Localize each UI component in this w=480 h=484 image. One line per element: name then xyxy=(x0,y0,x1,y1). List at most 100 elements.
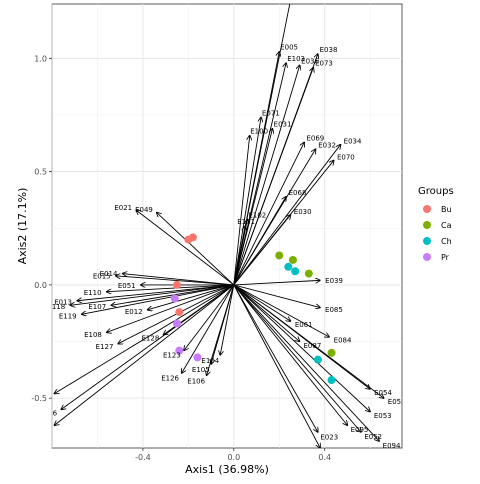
loading-arrow xyxy=(233,284,379,441)
legend-key xyxy=(423,205,431,213)
loading-arrow xyxy=(233,67,314,286)
loading-arrow xyxy=(233,284,291,321)
vector-label: E127 xyxy=(96,343,114,351)
vector-label: E005 xyxy=(280,44,298,52)
loading-arrow xyxy=(233,284,300,342)
point-pr xyxy=(193,353,202,362)
vector-label: E023 xyxy=(320,433,338,441)
vector-label: E068 xyxy=(289,189,307,197)
point-ch xyxy=(313,355,322,364)
vector-label: E014 xyxy=(100,270,118,278)
point-pr xyxy=(173,319,181,328)
legend-label: Ca xyxy=(441,221,452,230)
vector-label: E123 xyxy=(163,352,181,360)
y-tick-label: 0.5 xyxy=(34,168,47,177)
vector-label: E036 xyxy=(301,57,319,65)
loading-arrow xyxy=(233,135,250,285)
loading-arrow xyxy=(233,284,320,448)
loading-arrow xyxy=(118,284,235,344)
legend-key xyxy=(423,253,431,261)
vector-label: E119 xyxy=(59,312,77,320)
point-ch xyxy=(291,267,300,276)
vector-label: E070 xyxy=(337,153,355,161)
y-tick-label: -0.5 xyxy=(31,394,47,403)
vector-label: E103 xyxy=(287,55,305,63)
legend-key xyxy=(423,221,431,229)
vector-label: E051 xyxy=(118,282,136,290)
loading-arrow xyxy=(107,284,234,292)
loading-arrow xyxy=(233,142,304,286)
legend-key xyxy=(423,237,431,245)
vector-label: E105 xyxy=(192,366,210,374)
y-tick-label: 1.0 xyxy=(34,54,47,63)
vector-label: E049 xyxy=(135,206,153,214)
loading-arrow xyxy=(233,129,273,286)
vector-layer xyxy=(54,4,384,448)
legend-label: Bu xyxy=(441,205,452,214)
legend-label: Ch xyxy=(441,237,452,246)
vector-label: E012 xyxy=(125,308,143,316)
vector-label: E052 xyxy=(364,433,382,441)
vector-label: E128 xyxy=(141,335,159,343)
vector-label: E071 xyxy=(262,109,280,117)
point-ch xyxy=(284,262,293,271)
loading-arrow xyxy=(233,280,320,286)
vector-label: E104 xyxy=(201,357,219,365)
point-ca xyxy=(288,255,297,264)
loading-arrow xyxy=(233,284,370,412)
loading-arrow xyxy=(233,284,320,308)
x-tick-label: 0.0 xyxy=(227,453,240,462)
loading-arrow xyxy=(233,215,291,286)
vector-label: E015 xyxy=(93,272,111,280)
loading-arrow xyxy=(182,284,235,373)
vector-label: E032 xyxy=(318,142,336,150)
legend: Groups Bu Ca Ch Pr xyxy=(418,186,454,262)
point-bu xyxy=(173,280,181,289)
loading-arrow xyxy=(107,284,234,333)
loading-arrow xyxy=(116,276,234,286)
vector-label: E030 xyxy=(294,208,312,216)
vector-label: E094 xyxy=(383,442,401,450)
loading-arrow xyxy=(233,284,348,425)
point-ch xyxy=(327,376,336,385)
point-pr xyxy=(170,294,179,303)
axis-layer: -0.4 0.0 0.4 -0.5 0.0 0.5 1.0 xyxy=(31,54,331,462)
loading-arrow xyxy=(211,284,235,364)
vector-label: E087 xyxy=(304,342,322,350)
point-bu xyxy=(175,308,184,317)
loading-arrow xyxy=(233,284,318,432)
loading-arrow xyxy=(70,284,234,305)
vector-label: E054 xyxy=(374,389,392,397)
legend-title: Groups xyxy=(418,186,454,197)
grid-layer xyxy=(51,4,402,448)
vector-label: E108 xyxy=(84,331,102,339)
loading-arrow xyxy=(77,284,234,301)
loading-arrow xyxy=(136,210,235,286)
y-tick-label: 0.0 xyxy=(34,281,47,290)
vector-label: E117 xyxy=(33,425,51,433)
vector-label-layer: E005E103E036E038E073E072E071E031E100E069… xyxy=(33,44,402,450)
vector-label: E101 xyxy=(237,218,255,226)
point-ca xyxy=(275,251,284,260)
loading-arrow xyxy=(61,284,235,410)
x-axis-label: Axis1 (36.98%) xyxy=(185,463,269,476)
x-tick-label: -0.4 xyxy=(135,453,151,462)
loading-arrow xyxy=(220,284,235,355)
loading-arrow xyxy=(233,197,286,286)
vector-label: E110 xyxy=(84,289,102,297)
loading-arrow xyxy=(233,117,261,285)
vector-label: E095 xyxy=(351,426,369,434)
loading-arrow xyxy=(111,284,234,305)
vector-label: E034 xyxy=(344,137,362,145)
loading-arrow xyxy=(233,284,361,432)
point-ca xyxy=(327,348,336,357)
point-bu xyxy=(188,233,197,242)
y-axis-label: Axis2 (17.1%) xyxy=(16,188,29,265)
vector-label: E069 xyxy=(306,135,324,143)
vector-label: E085 xyxy=(325,306,343,314)
vector-label: E100 xyxy=(250,127,268,135)
vector-label: E039 xyxy=(325,277,343,285)
vector-label: E102 xyxy=(248,211,266,219)
